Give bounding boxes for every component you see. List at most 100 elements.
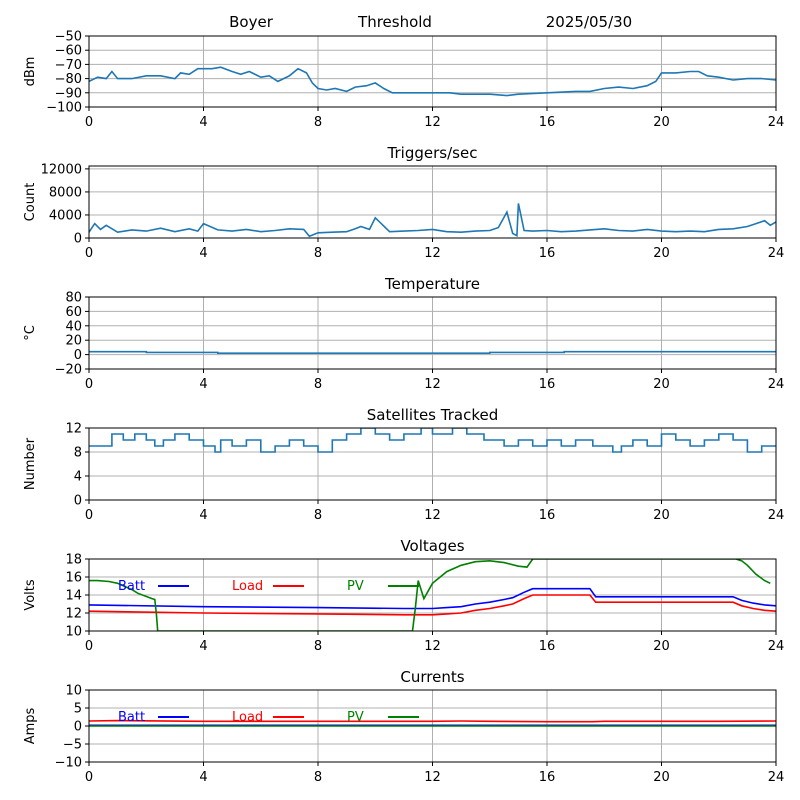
panel-3: 0 4 8 12 16 20 24 0 4 8 12 Satellites Tracked Number — [23, 406, 784, 523]
y-tick-label: 18 — [65, 553, 82, 568]
series-line-pv — [89, 559, 771, 631]
x-tick-label: 12 — [424, 246, 441, 261]
x-tick-label: 24 — [768, 377, 785, 392]
legend-label: PV — [347, 710, 364, 725]
y-tick-label: 12 — [65, 607, 82, 622]
panel-title: Temperature — [384, 275, 480, 293]
legend-label: Load — [232, 579, 263, 594]
y-tick-label: 0 — [74, 348, 82, 363]
y-axis-label: Count — [23, 183, 38, 222]
x-tick-label: 12 — [424, 508, 441, 523]
series-line-batt — [89, 587, 776, 610]
y-tick-label: −20 — [55, 363, 82, 378]
x-tick-label: 20 — [653, 246, 670, 261]
series-line-0 — [89, 203, 776, 238]
legend-label: Load — [232, 710, 263, 725]
x-tick-label: 4 — [199, 246, 207, 261]
x-tick-label: 0 — [85, 508, 93, 523]
x-tick-label: 20 — [653, 508, 670, 523]
x-tick-label: 20 — [653, 115, 670, 130]
y-tick-label: 12 — [65, 422, 82, 437]
series-line-0 — [89, 350, 776, 354]
series-line-load — [89, 594, 776, 616]
x-tick-label: 16 — [539, 246, 556, 261]
y-tick-label: 20 — [65, 334, 82, 349]
y-tick-label: 5 — [74, 702, 82, 717]
x-tick-label: 4 — [199, 770, 207, 785]
y-tick-label: 60 — [65, 305, 82, 320]
y-axis-label: Amps — [23, 707, 38, 744]
x-tick-label: 4 — [199, 115, 207, 130]
y-tick-label: 4 — [74, 470, 82, 485]
y-tick-label: 40 — [65, 319, 82, 334]
x-tick-label: 0 — [85, 377, 93, 392]
x-tick-label: 20 — [653, 377, 670, 392]
x-tick-label: 4 — [199, 508, 207, 523]
header-station: Boyer — [229, 13, 274, 31]
y-tick-label: 16 — [65, 571, 82, 586]
panel-title: Voltages — [400, 537, 464, 555]
y-tick-label: −90 — [55, 86, 82, 101]
legend-label: Batt — [118, 710, 145, 725]
x-tick-label: 0 — [85, 115, 93, 130]
y-tick-label: −5 — [63, 738, 82, 753]
header-mode: Threshold — [357, 13, 432, 31]
panel-0: 0 4 8 12 16 20 24 −100−90−80−70−60−50 dBm — [23, 30, 784, 131]
panel-5: Batt Load PV 0 4 8 12 16 20 24 −10 −5 0 5 10 Currents Am… — [23, 668, 784, 785]
x-tick-label: 8 — [314, 377, 322, 392]
y-tick-label: 8 — [74, 446, 82, 461]
y-tick-label: 12000 — [41, 162, 82, 177]
y-tick-label: 10 — [65, 625, 82, 640]
x-tick-label: 16 — [539, 508, 556, 523]
y-tick-label: −80 — [55, 72, 82, 87]
y-tick-label: −60 — [55, 44, 82, 59]
y-axis-label: °C — [23, 325, 38, 341]
x-tick-label: 12 — [424, 377, 441, 392]
x-tick-label: 16 — [539, 770, 556, 785]
x-tick-label: 16 — [539, 639, 556, 654]
x-tick-label: 24 — [768, 246, 785, 261]
panel-4: Batt Load PV 0 4 8 12 16 20 24 10 12 14 16 18 Voltages V… — [23, 537, 784, 654]
x-tick-label: 24 — [768, 770, 785, 785]
y-tick-label: 0 — [74, 494, 82, 509]
panel-title: Currents — [400, 668, 464, 686]
y-tick-label: 0 — [74, 720, 82, 735]
x-tick-label: 4 — [199, 639, 207, 654]
y-tick-label: 14 — [65, 589, 82, 604]
series-line-load — [89, 719, 776, 723]
panel-1: 0 4 8 12 16 20 24 0 4000 8000 12000 Triggers/sec Cou… — [23, 144, 784, 261]
x-tick-label: 20 — [653, 639, 670, 654]
x-tick-label: 4 — [199, 377, 207, 392]
x-tick-label: 0 — [85, 639, 93, 654]
y-axis-label: dBm — [23, 57, 38, 87]
x-tick-label: 12 — [424, 115, 441, 130]
x-tick-label: 8 — [314, 639, 322, 654]
x-tick-label: 8 — [314, 508, 322, 523]
x-tick-label: 8 — [314, 770, 322, 785]
y-axis-label: Volts — [23, 579, 38, 611]
header-date: 2025/05/30 — [546, 13, 632, 31]
series-line-0 — [89, 428, 776, 453]
y-tick-label: −100 — [46, 101, 82, 116]
x-tick-label: 8 — [314, 115, 322, 130]
x-tick-label: 24 — [768, 639, 785, 654]
x-tick-label: 24 — [768, 508, 785, 523]
x-tick-label: 16 — [539, 377, 556, 392]
x-tick-label: 24 — [768, 115, 785, 130]
y-tick-label: −50 — [55, 30, 82, 45]
legend-label: PV — [347, 579, 364, 594]
panel-title: Satellites Tracked — [367, 406, 498, 424]
x-tick-label: 20 — [653, 770, 670, 785]
y-tick-label: −70 — [55, 58, 82, 73]
x-tick-label: 8 — [314, 246, 322, 261]
x-tick-label: 16 — [539, 115, 556, 130]
series-line-0 — [89, 66, 776, 97]
y-tick-label: 8000 — [49, 185, 82, 200]
y-tick-label: 4000 — [49, 208, 82, 223]
x-tick-label: 0 — [85, 246, 93, 261]
y-tick-label: 0 — [74, 232, 82, 247]
x-tick-label: 12 — [424, 639, 441, 654]
